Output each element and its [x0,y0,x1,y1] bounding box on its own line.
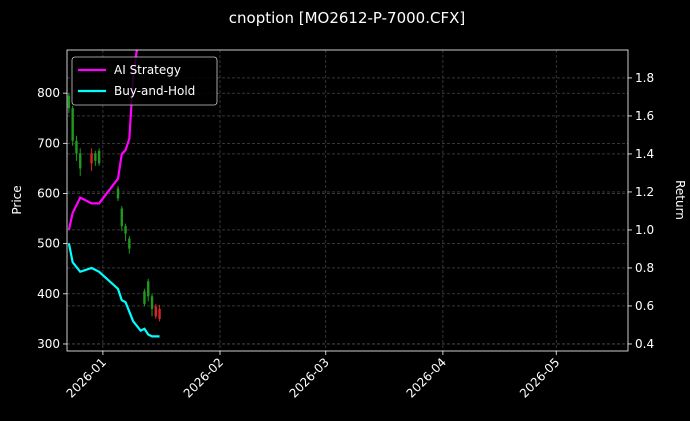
candle-body [79,153,82,169]
candle-body [143,291,146,304]
candle-body [94,153,97,161]
y2-tick-label: 1.2 [635,185,654,199]
candle-body [124,226,127,234]
y-tick-label: 400 [37,287,60,301]
candle-body [97,150,101,164]
candle-body [67,95,71,109]
y2-tick-label: 1.6 [635,109,654,123]
y2-tick-label: 0.4 [635,337,654,351]
return-line [67,50,138,231]
y2-tick-label: 1.0 [635,223,654,237]
y-tick-label: 500 [37,237,60,251]
y2-axis-label: Return [673,180,687,220]
candle-body [90,153,93,164]
candle-body [71,108,74,141]
legend-box [71,56,218,106]
plot-frame [66,49,629,352]
x-tick-label: 2026-03 [287,355,332,400]
y-tick-label: 300 [37,337,60,351]
candle-body [128,238,131,249]
plot-area [67,50,161,338]
legend-label: AI Strategy [114,63,181,77]
y-tick-label: 700 [37,136,60,150]
x-tick-label: 2026-05 [517,355,562,400]
candle-body [120,208,123,227]
candle-body [150,296,154,309]
y-tick-label: 800 [37,86,60,100]
x-tick-label: 2026-04 [404,355,449,400]
candle-body [147,281,150,297]
y2-tick-label: 1.8 [635,71,654,85]
candle-body [75,140,78,154]
chart-title: cnoption [MO2612-P-7000.CFX] [229,9,465,27]
y-tick-label: 600 [37,186,60,200]
legend-label: Buy-and-Hold [114,84,195,98]
y-axis-label: Price [10,185,24,214]
return-line [67,243,160,338]
x-tick-label: 2026-01 [64,355,109,400]
y2-tick-label: 0.6 [635,299,654,313]
candle-body [154,306,157,317]
y2-tick-label: 1.4 [635,147,654,161]
x-tick-label: 2026-02 [181,355,226,400]
y2-tick-label: 0.8 [635,261,654,275]
candle-body [116,188,120,199]
candle-body [158,308,161,319]
